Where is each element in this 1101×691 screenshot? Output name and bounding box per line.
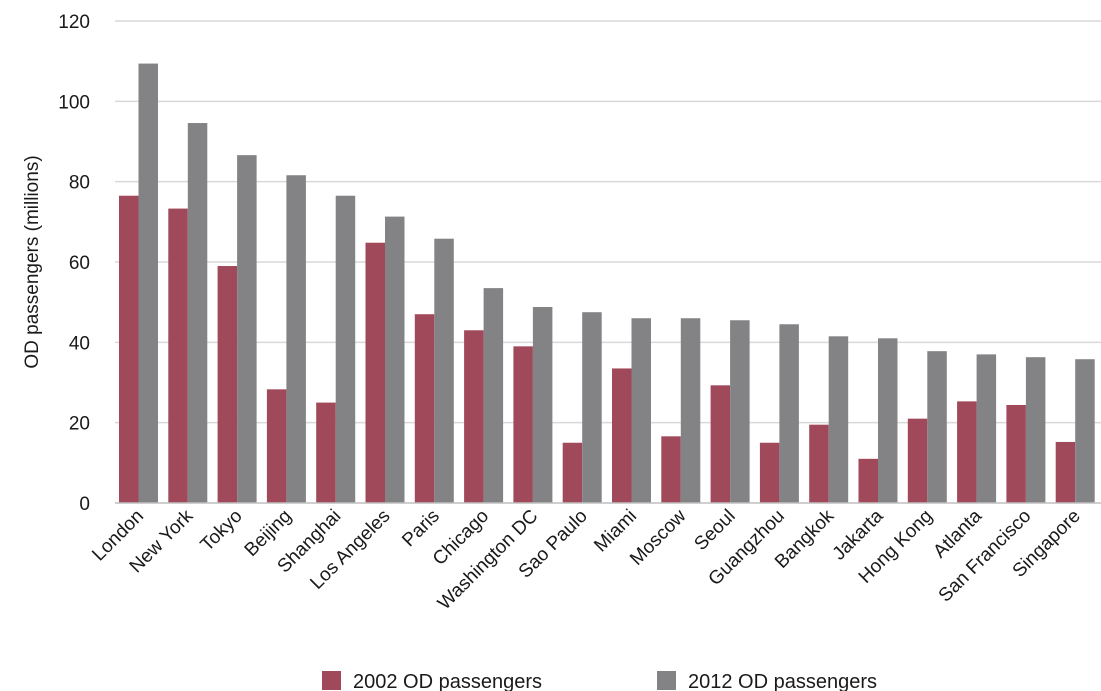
bar [532, 306, 553, 503]
bar [187, 123, 208, 504]
bar [858, 458, 878, 503]
bar [385, 216, 405, 503]
bar [809, 424, 829, 503]
bar [168, 208, 188, 503]
bar [957, 401, 977, 503]
bar [976, 354, 997, 503]
bar [661, 436, 681, 503]
bar [483, 288, 504, 503]
bar [1075, 359, 1095, 503]
bar [414, 314, 435, 503]
bar [237, 155, 257, 503]
bar [878, 338, 898, 503]
bar [927, 351, 947, 503]
legend: 2002 OD passengers 2012 OD passengers [322, 671, 877, 691]
bar [119, 195, 139, 503]
bar [612, 368, 632, 503]
bar [1055, 441, 1076, 503]
bar [730, 320, 750, 503]
bar [680, 318, 701, 503]
bar [779, 324, 799, 503]
bar [266, 389, 287, 503]
bar [582, 312, 602, 503]
bar [365, 242, 385, 503]
bar [513, 346, 533, 503]
legend-label: 2002 OD passengers [353, 671, 542, 691]
legend-swatch [322, 671, 341, 690]
y-tick-label: 80 [69, 173, 90, 194]
bar [1025, 357, 1046, 503]
bar [759, 442, 780, 503]
y-tick-labels: 0 20 40 60 80 100 120 [58, 12, 90, 515]
bar [907, 418, 928, 503]
y-tick-label: 20 [69, 414, 90, 435]
bar [562, 442, 583, 503]
y-tick-label: 60 [69, 253, 90, 274]
bars [119, 63, 1095, 504]
y-tick-label: 0 [79, 494, 90, 515]
y-tick-label: 40 [69, 333, 90, 354]
bar [828, 336, 849, 503]
legend-swatch [657, 671, 676, 690]
gridlines [115, 20, 1101, 424]
bar [316, 402, 336, 503]
bar [710, 385, 731, 503]
bar [335, 195, 356, 503]
x-tick-label: Paris [398, 506, 443, 551]
y-tick-label: 120 [58, 12, 90, 33]
bar [286, 175, 306, 504]
bar [631, 318, 651, 503]
bar [138, 63, 158, 504]
y-tick-label: 100 [58, 92, 90, 113]
bar [1006, 404, 1026, 503]
bar [434, 238, 454, 503]
x-tick-label: Tokyo [197, 506, 247, 556]
legend-label: 2012 OD passengers [688, 671, 877, 691]
y-axis-title: OD passengers (millions) [22, 155, 43, 368]
x-tick-label: Moscow [626, 505, 690, 569]
bar [464, 330, 484, 503]
bar [217, 266, 238, 503]
